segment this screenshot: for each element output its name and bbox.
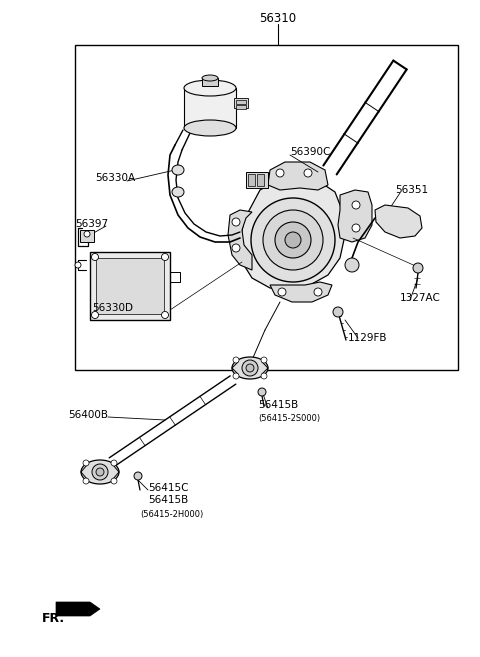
- Circle shape: [314, 288, 322, 296]
- Ellipse shape: [184, 120, 236, 136]
- Bar: [202, 78, 218, 86]
- Bar: [96, 258, 164, 314]
- Polygon shape: [375, 205, 422, 238]
- Text: 56397: 56397: [75, 219, 108, 229]
- Text: 56400B: 56400B: [68, 410, 108, 420]
- Ellipse shape: [232, 357, 268, 379]
- Text: 56390C: 56390C: [290, 147, 330, 157]
- Bar: [234, 98, 248, 108]
- Circle shape: [75, 262, 81, 268]
- Circle shape: [261, 357, 267, 363]
- Circle shape: [84, 231, 90, 237]
- Bar: [80, 230, 94, 242]
- Ellipse shape: [81, 460, 119, 484]
- Circle shape: [232, 218, 240, 226]
- Circle shape: [333, 307, 343, 317]
- Text: (56415-2S000): (56415-2S000): [258, 413, 320, 422]
- Text: 56310: 56310: [259, 12, 297, 24]
- Circle shape: [278, 288, 286, 296]
- Circle shape: [92, 464, 108, 480]
- Ellipse shape: [202, 75, 218, 81]
- Text: 56415B: 56415B: [148, 495, 188, 505]
- Circle shape: [276, 169, 284, 177]
- Text: 56330D: 56330D: [92, 303, 133, 313]
- Bar: [257, 174, 264, 186]
- Text: 56351: 56351: [395, 185, 428, 195]
- Polygon shape: [268, 162, 328, 190]
- Circle shape: [96, 468, 104, 476]
- Polygon shape: [228, 210, 252, 270]
- Text: 56330A: 56330A: [95, 173, 135, 183]
- Circle shape: [83, 460, 89, 466]
- Circle shape: [134, 472, 142, 480]
- Bar: [236, 105, 246, 109]
- Bar: [248, 174, 255, 186]
- Circle shape: [233, 373, 239, 379]
- Circle shape: [285, 232, 301, 248]
- Circle shape: [92, 311, 98, 319]
- Circle shape: [111, 478, 117, 484]
- Circle shape: [246, 364, 254, 372]
- Ellipse shape: [184, 80, 236, 96]
- Bar: [236, 100, 246, 104]
- Text: FR.: FR.: [42, 612, 65, 625]
- Polygon shape: [338, 190, 372, 242]
- Circle shape: [242, 360, 258, 376]
- Ellipse shape: [172, 165, 184, 175]
- Circle shape: [345, 258, 359, 272]
- Text: 56415B: 56415B: [258, 400, 298, 410]
- Circle shape: [92, 254, 98, 260]
- Circle shape: [161, 254, 168, 260]
- Circle shape: [261, 373, 267, 379]
- Circle shape: [263, 210, 323, 270]
- Circle shape: [83, 478, 89, 484]
- Polygon shape: [240, 178, 345, 290]
- Circle shape: [352, 224, 360, 232]
- Bar: [75, 45, 458, 370]
- Polygon shape: [56, 602, 100, 616]
- Circle shape: [275, 222, 311, 258]
- Circle shape: [352, 201, 360, 209]
- Bar: [90, 252, 170, 320]
- Circle shape: [258, 388, 266, 396]
- Text: 56415C: 56415C: [148, 483, 189, 493]
- Circle shape: [304, 169, 312, 177]
- Circle shape: [232, 244, 240, 252]
- Text: (56415-2H000): (56415-2H000): [140, 509, 203, 518]
- Circle shape: [413, 263, 423, 273]
- Bar: [184, 88, 236, 128]
- Text: 1129FB: 1129FB: [348, 333, 387, 343]
- Polygon shape: [270, 282, 332, 302]
- Circle shape: [251, 198, 335, 282]
- Circle shape: [161, 311, 168, 319]
- Text: 1327AC: 1327AC: [400, 293, 441, 303]
- Circle shape: [111, 460, 117, 466]
- Bar: [246, 172, 268, 188]
- Ellipse shape: [172, 187, 184, 197]
- Circle shape: [233, 357, 239, 363]
